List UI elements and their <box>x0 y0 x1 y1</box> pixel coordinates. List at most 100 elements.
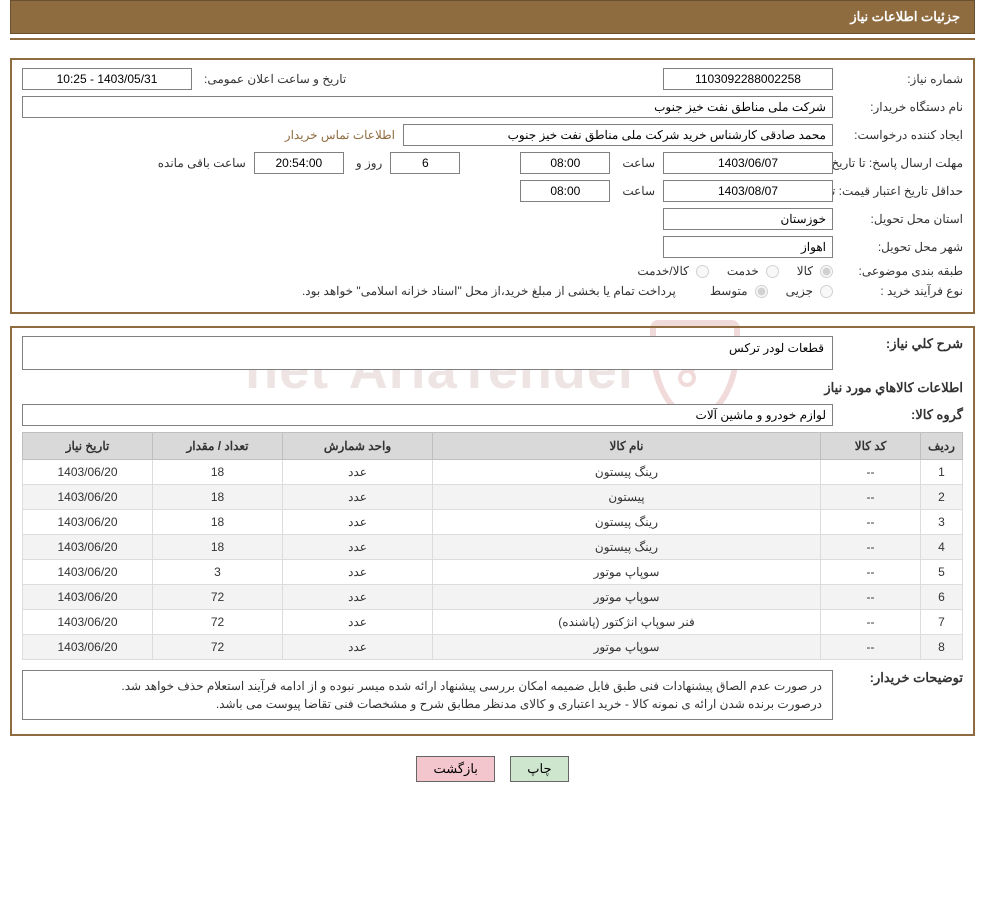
cell-date: 1403/06/20 <box>23 610 153 635</box>
cell-name: فنر سوپاپ انژکتور (پاشنده) <box>433 610 821 635</box>
th-idx: ردیف <box>921 433 963 460</box>
hours-remaining: 20:54:00 <box>254 152 344 174</box>
table-row: 8--سوپاپ موتورعدد721403/06/20 <box>23 635 963 660</box>
radio-jozi[interactable] <box>820 285 833 298</box>
button-row: چاپ بازگشت <box>10 756 975 782</box>
requester-value: محمد صادقی کارشناس خرید شرکت ملی مناطق ن… <box>403 124 833 146</box>
cell-qty: 18 <box>153 485 283 510</box>
cell-qty: 3 <box>153 560 283 585</box>
cell-idx: 8 <box>921 635 963 660</box>
price-valid-date: 1403/08/07 <box>663 180 833 202</box>
cell-qty: 18 <box>153 510 283 535</box>
classification-radios: کالا خدمت کالا/خدمت <box>623 264 833 278</box>
th-code: کد کالا <box>821 433 921 460</box>
cell-name: پیستون <box>433 485 821 510</box>
cell-date: 1403/06/20 <box>23 535 153 560</box>
table-header-row: ردیف کد کالا نام کالا واحد شمارش تعداد /… <box>23 433 963 460</box>
need-no-value: 1103092288002258 <box>663 68 833 90</box>
requester-label: ایجاد کننده درخواست: <box>833 128 963 142</box>
cell-name: سوپاپ موتور <box>433 635 821 660</box>
cell-qty: 18 <box>153 460 283 485</box>
buyer-org-value: شرکت ملی مناطق نفت خیز جنوب <box>22 96 833 118</box>
cell-date: 1403/06/20 <box>23 510 153 535</box>
radio-motevaset-label: متوسط <box>710 284 748 298</box>
time-label-1: ساعت <box>618 156 655 170</box>
radio-kalakhedmat-label: کالا/خدمت <box>637 264 688 278</box>
time-label-2: ساعت <box>618 184 655 198</box>
proc-note: پرداخت تمام یا بخشی از مبلغ خرید،از محل … <box>302 284 676 298</box>
cell-idx: 1 <box>921 460 963 485</box>
proc-type-label: نوع فرآیند خرید : <box>833 284 963 298</box>
cell-code: -- <box>821 635 921 660</box>
cell-date: 1403/06/20 <box>23 485 153 510</box>
cell-unit: عدد <box>283 510 433 535</box>
table-row: 7--فنر سوپاپ انژکتور (پاشنده)عدد721403/0… <box>23 610 963 635</box>
cell-idx: 2 <box>921 485 963 510</box>
header-underline <box>10 38 975 40</box>
hours-suffix: ساعت باقی مانده <box>154 156 246 170</box>
cell-qty: 72 <box>153 585 283 610</box>
info-panel: AriaTender . net شماره نیاز: 11030922880… <box>10 58 975 314</box>
price-valid-time: 08:00 <box>520 180 610 202</box>
items-title: اطلاعات کالاهاي مورد نياز <box>22 380 963 396</box>
buyer-note-line1: در صورت عدم الصاق پیشنهادات فنی طبق فایل… <box>33 677 822 695</box>
cell-name: سوپاپ موتور <box>433 560 821 585</box>
cell-code: -- <box>821 535 921 560</box>
cell-qty: 72 <box>153 610 283 635</box>
buyer-note-box: در صورت عدم الصاق پیشنهادات فنی طبق فایل… <box>22 670 833 720</box>
price-valid-label: حداقل تاریخ اعتبار قیمت: تا تاریخ: <box>833 184 963 198</box>
cell-idx: 3 <box>921 510 963 535</box>
need-no-label: شماره نیاز: <box>833 72 963 86</box>
table-row: 3--رینگ پیستونعدد181403/06/20 <box>23 510 963 535</box>
deadline-time: 08:00 <box>520 152 610 174</box>
need-desc-label: شرح کلي نياز: <box>833 336 963 352</box>
radio-kala-label: کالا <box>797 264 813 278</box>
price-valid-label-text: حداقل تاریخ اعتبار قیمت: <box>839 184 963 198</box>
buyer-note-line2: درصورت برنده شدن ارائه ی نمونه کالا - خر… <box>33 695 822 713</box>
cell-code: -- <box>821 585 921 610</box>
back-button[interactable]: بازگشت <box>416 756 494 782</box>
announce-label: تاریخ و ساعت اعلان عمومی: <box>200 72 346 86</box>
table-row: 4--رینگ پیستونعدد181403/06/20 <box>23 535 963 560</box>
cell-name: رینگ پیستون <box>433 510 821 535</box>
cell-date: 1403/06/20 <box>23 635 153 660</box>
cell-name: رینگ پیستون <box>433 460 821 485</box>
radio-kala[interactable] <box>820 265 833 278</box>
table-row: 6--سوپاپ موتورعدد721403/06/20 <box>23 585 963 610</box>
table-row: 2--پیستونعدد181403/06/20 <box>23 485 963 510</box>
th-qty: تعداد / مقدار <box>153 433 283 460</box>
cell-qty: 72 <box>153 635 283 660</box>
cell-code: -- <box>821 560 921 585</box>
radio-motevaset[interactable] <box>755 285 768 298</box>
print-button[interactable]: چاپ <box>510 756 568 782</box>
proc-type-radios: جزیی متوسط <box>696 284 833 298</box>
items-table: ردیف کد کالا نام کالا واحد شمارش تعداد /… <box>22 432 963 660</box>
cell-idx: 7 <box>921 610 963 635</box>
province-label: استان محل تحویل: <box>833 212 963 226</box>
deadline-label: مهلت ارسال پاسخ: تا تاریخ: <box>833 156 963 170</box>
cell-date: 1403/06/20 <box>23 460 153 485</box>
city-value: اهواز <box>663 236 833 258</box>
cell-unit: عدد <box>283 460 433 485</box>
cell-idx: 6 <box>921 585 963 610</box>
radio-kalakhedmat[interactable] <box>696 265 709 278</box>
radio-jozi-label: جزیی <box>786 284 813 298</box>
cell-idx: 4 <box>921 535 963 560</box>
radio-khedmat-label: خدمت <box>727 264 759 278</box>
deadline-label-text: مهلت ارسال پاسخ: <box>869 156 963 170</box>
buyer-note-label: توضیحات خریدار: <box>833 670 963 686</box>
th-date: تاريخ نياز <box>23 433 153 460</box>
announce-value: 1403/05/31 - 10:25 <box>22 68 192 90</box>
need-desc-value: قطعات لودر ترکس <box>22 336 833 370</box>
cell-date: 1403/06/20 <box>23 585 153 610</box>
cell-code: -- <box>821 460 921 485</box>
province-value: خوزستان <box>663 208 833 230</box>
buyer-contact-link[interactable]: اطلاعات تماس خریدار <box>285 128 403 142</box>
radio-khedmat[interactable] <box>766 265 779 278</box>
th-name: نام کالا <box>433 433 821 460</box>
days-suffix: روز و <box>352 156 383 170</box>
items-panel: شرح کلي نياز: قطعات لودر ترکس اطلاعات کا… <box>10 326 975 736</box>
cell-unit: عدد <box>283 485 433 510</box>
deadline-date: 1403/06/07 <box>663 152 833 174</box>
cell-unit: عدد <box>283 635 433 660</box>
